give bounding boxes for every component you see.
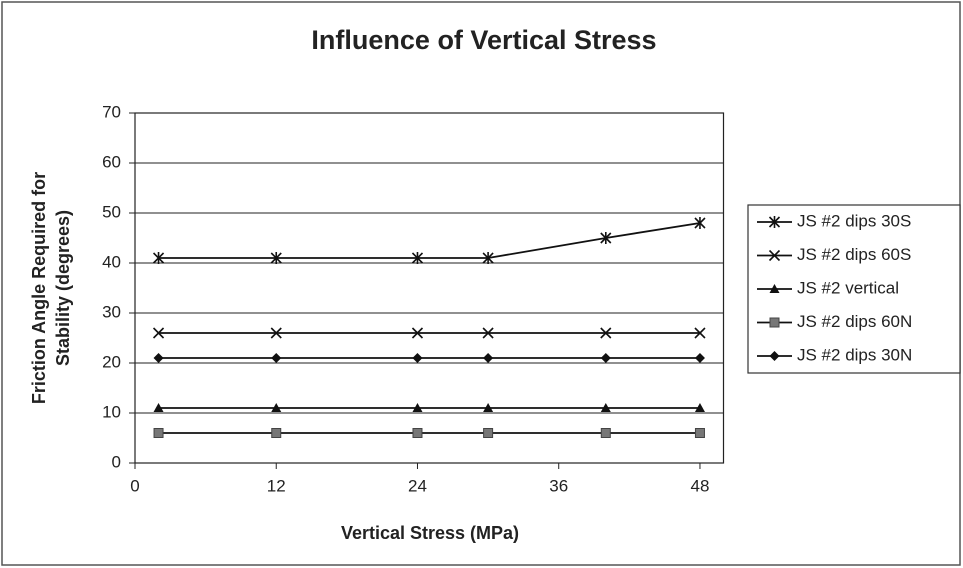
- marker: [412, 403, 423, 412]
- marker-shape: [483, 353, 494, 363]
- marker-shape: [271, 428, 282, 438]
- y-tick-label: 60: [102, 152, 121, 171]
- marker: [769, 351, 780, 361]
- marker-shape: [271, 403, 282, 412]
- marker: [270, 327, 282, 339]
- marker-shape: [769, 284, 780, 293]
- marker: [600, 232, 612, 244]
- series-line: [158, 222, 701, 259]
- marker: [768, 249, 781, 262]
- marker: [412, 428, 423, 438]
- marker-shape: [600, 353, 611, 363]
- marker-stroke: [694, 327, 706, 339]
- y-tick-label: 40: [102, 252, 121, 271]
- marker-shape: [153, 428, 164, 438]
- marker-shape: [600, 428, 611, 438]
- marker: [271, 403, 282, 412]
- marker: [694, 403, 705, 412]
- marker-shape: [483, 428, 494, 438]
- y-tick-label: 70: [102, 102, 121, 121]
- x-tick-label: 48: [690, 476, 709, 495]
- marker: [153, 403, 164, 412]
- marker: [152, 327, 165, 339]
- legend-text: JS #2 dips 60N: [797, 312, 912, 331]
- y-tick-label: 0: [112, 452, 121, 471]
- marker: [483, 428, 494, 438]
- y-axis-title-line: Stability (degrees): [53, 210, 73, 366]
- marker-shape: [412, 353, 423, 363]
- marker: [600, 353, 611, 363]
- marker-stroke: [768, 249, 781, 262]
- marker-shape: [153, 353, 164, 363]
- y-tick-label: 20: [102, 352, 121, 371]
- marker-shape: [769, 317, 780, 328]
- marker: [411, 252, 424, 264]
- marker: [270, 252, 282, 264]
- y-tick-label: 50: [102, 202, 121, 221]
- marker: [769, 284, 780, 293]
- marker-stroke: [270, 327, 282, 339]
- marker-shape: [600, 403, 611, 412]
- marker: [483, 353, 494, 363]
- marker: [411, 327, 424, 339]
- marker-stroke: [482, 327, 494, 339]
- marker-shape: [153, 403, 164, 412]
- marker-shape: [769, 351, 780, 361]
- legend-box: [747, 204, 961, 374]
- x-tick-label: 12: [267, 476, 286, 495]
- marker: [153, 428, 164, 438]
- y-axis-title: Friction Angle Required for Stability (d…: [29, 172, 73, 404]
- marker: [271, 428, 282, 438]
- marker-stroke: [152, 327, 165, 339]
- y-axis-title-line: Friction Angle Required for: [29, 172, 49, 404]
- marker: [412, 353, 423, 363]
- legend-text: JS #2 vertical: [797, 278, 899, 297]
- y-tick-label: 10: [102, 402, 121, 421]
- x-axis-title: Vertical Stress (MPa): [341, 523, 519, 543]
- marker-stroke: [600, 327, 612, 339]
- marker-shape: [483, 403, 494, 412]
- marker: [694, 217, 706, 229]
- marker: [152, 252, 165, 264]
- x-tick-label: 24: [408, 476, 427, 495]
- marker-shape: [694, 353, 705, 363]
- legend-text: JS #2 dips 60S: [797, 245, 911, 264]
- marker: [600, 327, 612, 339]
- x-tick-label: 0: [130, 476, 139, 495]
- marker-shape: [412, 428, 423, 438]
- marker: [600, 428, 611, 438]
- marker: [694, 327, 706, 339]
- legend-text: JS #2 dips 30N: [797, 345, 912, 364]
- marker: [694, 353, 705, 363]
- marker: [768, 216, 781, 228]
- marker-shape: [694, 403, 705, 412]
- marker-shape: [412, 403, 423, 412]
- y-tick-label: 30: [102, 302, 121, 321]
- x-tick-label: 36: [549, 476, 568, 495]
- marker: [600, 403, 611, 412]
- marker: [769, 317, 780, 328]
- marker-stroke: [411, 327, 424, 339]
- marker: [483, 403, 494, 412]
- marker: [271, 353, 282, 363]
- plot-area: [134, 112, 725, 464]
- legend-text: JS #2 dips 30S: [797, 211, 911, 230]
- marker: [153, 353, 164, 363]
- marker: [694, 428, 705, 438]
- marker-shape: [271, 353, 282, 363]
- marker: [482, 327, 494, 339]
- marker-shape: [694, 428, 705, 438]
- marker: [482, 252, 494, 264]
- chart-title: Influence of Vertical Stress: [311, 25, 656, 55]
